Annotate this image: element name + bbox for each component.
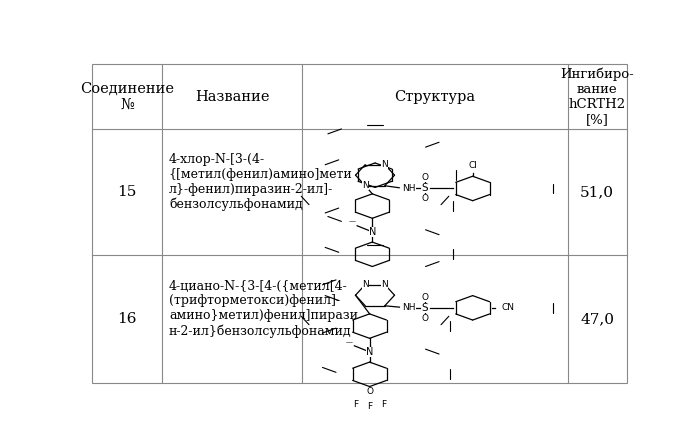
Text: Структура: Структура [394,90,475,104]
Text: 51,0: 51,0 [580,185,614,199]
Text: Соединение
№: Соединение № [80,82,174,112]
Text: 16: 16 [118,312,137,326]
Text: F: F [381,400,386,409]
Text: O: O [421,194,428,203]
Text: N: N [369,227,376,237]
Text: NH: NH [402,303,416,312]
Text: —: — [349,219,356,225]
Text: Название: Название [195,90,270,104]
Text: S: S [421,303,428,313]
Text: NH: NH [402,184,416,193]
Text: Cl: Cl [468,161,477,170]
Text: O: O [421,314,428,323]
Text: N: N [362,181,369,190]
Text: 47,0: 47,0 [580,312,614,326]
Text: S: S [421,183,428,194]
Text: Ингибиро-
вание
hCRTH2
[%]: Ингибиро- вание hCRTH2 [%] [560,67,634,126]
Text: N: N [382,280,388,289]
Text: 4-хлор-N-[3-(4-
{[метил(фенил)амино]мети
л}-фенил)пиразин-2-ил]-
бензолсульфонам: 4-хлор-N-[3-(4- {[метил(фенил)амино]мети… [169,153,353,211]
Text: CN: CN [502,303,515,312]
Text: F: F [367,403,372,411]
Text: 4-циано-N-{3-[4-({метил[4-
(трифторметокси)фенил]-
амино}метил)фенил]пирази
н-2-: 4-циано-N-{3-[4-({метил[4- (трифторметок… [169,280,358,338]
Text: N: N [362,280,369,289]
Text: N: N [366,347,373,357]
Text: F: F [353,400,358,409]
Text: O: O [366,388,373,396]
Text: 15: 15 [118,185,136,199]
Text: O: O [421,173,428,183]
Text: —: — [346,339,353,345]
Text: O: O [421,293,428,302]
Text: N: N [382,160,388,169]
